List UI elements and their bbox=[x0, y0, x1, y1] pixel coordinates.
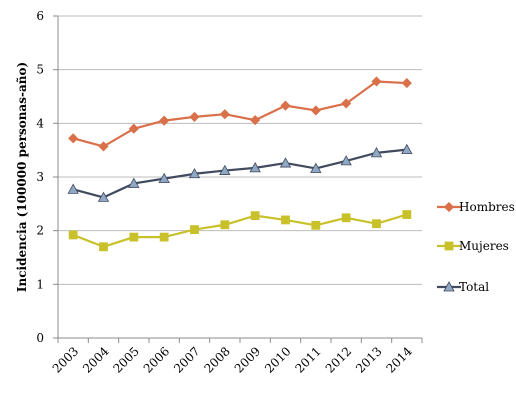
x-tick-labels: 2003200420052006200720082009201020112012… bbox=[50, 338, 423, 376]
data-point-mujeres bbox=[68, 230, 78, 240]
data-point-hombres bbox=[280, 100, 291, 111]
data-point-total bbox=[67, 183, 79, 194]
x-tick-label: 2006 bbox=[141, 344, 172, 375]
data-point-hombres bbox=[68, 133, 79, 144]
y-tick-label: 5 bbox=[36, 63, 44, 77]
series-line-total bbox=[72, 148, 407, 199]
data-point-mujeres bbox=[190, 225, 199, 234]
data-point-mujeres bbox=[159, 232, 169, 242]
legend-item-mujeres: Mujeres bbox=[437, 239, 509, 253]
series-hombres bbox=[68, 76, 412, 152]
y-tick-label: 6 bbox=[36, 9, 44, 23]
data-point-mujeres bbox=[250, 211, 260, 221]
data-point-mujeres bbox=[220, 220, 230, 230]
data-point-total bbox=[97, 191, 110, 202]
y-axis-label: Incidencia (100000 personas-año) bbox=[15, 62, 29, 292]
legend-item-hombres: Hombres bbox=[437, 200, 515, 214]
x-tick-label: 2003 bbox=[50, 344, 81, 375]
legend-label-hombres: Hombres bbox=[459, 200, 515, 214]
series-total bbox=[67, 143, 413, 202]
y-tick-label: 1 bbox=[36, 277, 44, 291]
x-tick-label: 2004 bbox=[80, 344, 112, 376]
data-point-mujeres bbox=[311, 220, 321, 230]
data-point-hombres bbox=[159, 115, 170, 126]
y-tick-labels: 0 1 2 3 4 5 6 bbox=[36, 9, 58, 345]
data-point-hombres bbox=[401, 78, 412, 89]
data-point-mujeres bbox=[372, 219, 381, 229]
data-point-total bbox=[219, 164, 231, 175]
x-tick-label: 2010 bbox=[262, 344, 293, 375]
series-line-hombres bbox=[72, 80, 407, 148]
x-tick-label: 2013 bbox=[353, 344, 384, 375]
data-point-total bbox=[128, 177, 140, 188]
data-point-total bbox=[279, 157, 292, 168]
data-point-hombres bbox=[341, 98, 352, 109]
x-tick-label: 2014 bbox=[383, 344, 415, 376]
data-point-total bbox=[340, 155, 352, 166]
y-tick-label: 2 bbox=[36, 224, 44, 238]
x-tick-label: 2011 bbox=[292, 344, 323, 375]
x-tick-label: 2009 bbox=[232, 344, 263, 375]
y-tick-label: 3 bbox=[36, 170, 44, 184]
data-point-hombres bbox=[371, 76, 382, 87]
data-point-hombres bbox=[189, 111, 200, 122]
series-line-mujeres bbox=[72, 213, 408, 248]
data-point-hombres bbox=[219, 109, 230, 120]
data-point-hombres bbox=[310, 105, 321, 116]
legend: Hombres Mujeres Total bbox=[437, 200, 515, 294]
x-tick-label: 2008 bbox=[201, 344, 232, 375]
x-tick-label: 2005 bbox=[110, 344, 141, 375]
data-point-hombres bbox=[128, 123, 139, 134]
data-point-mujeres bbox=[129, 232, 139, 242]
data-point-mujeres bbox=[99, 242, 108, 252]
data-point-hombres bbox=[98, 141, 109, 152]
data-point-mujeres bbox=[281, 215, 290, 225]
data-point-total bbox=[370, 147, 383, 158]
data-point-hombres bbox=[250, 115, 261, 126]
series-mujeres bbox=[68, 210, 412, 252]
data-point-total bbox=[188, 167, 201, 179]
y-tick-label: 0 bbox=[36, 331, 44, 345]
legend-label-mujeres: Mujeres bbox=[459, 239, 509, 253]
data-point-total bbox=[310, 162, 322, 173]
legend-marker-mujeres bbox=[444, 241, 454, 251]
gridlines bbox=[58, 15, 422, 285]
series-group bbox=[67, 76, 413, 252]
legend-label-total: Total bbox=[459, 280, 489, 294]
data-point-mujeres bbox=[341, 213, 351, 223]
data-point-total bbox=[249, 162, 261, 173]
data-point-mujeres bbox=[402, 210, 412, 219]
legend-item-total: Total bbox=[437, 280, 489, 294]
legend-marker-hombres bbox=[443, 201, 455, 213]
x-tick-label: 2007 bbox=[171, 344, 202, 375]
data-point-total bbox=[158, 172, 170, 184]
x-tick-label: 2012 bbox=[323, 344, 354, 375]
legend-marker-total bbox=[443, 281, 455, 292]
data-point-total bbox=[401, 143, 413, 155]
y-tick-label: 4 bbox=[36, 116, 44, 130]
